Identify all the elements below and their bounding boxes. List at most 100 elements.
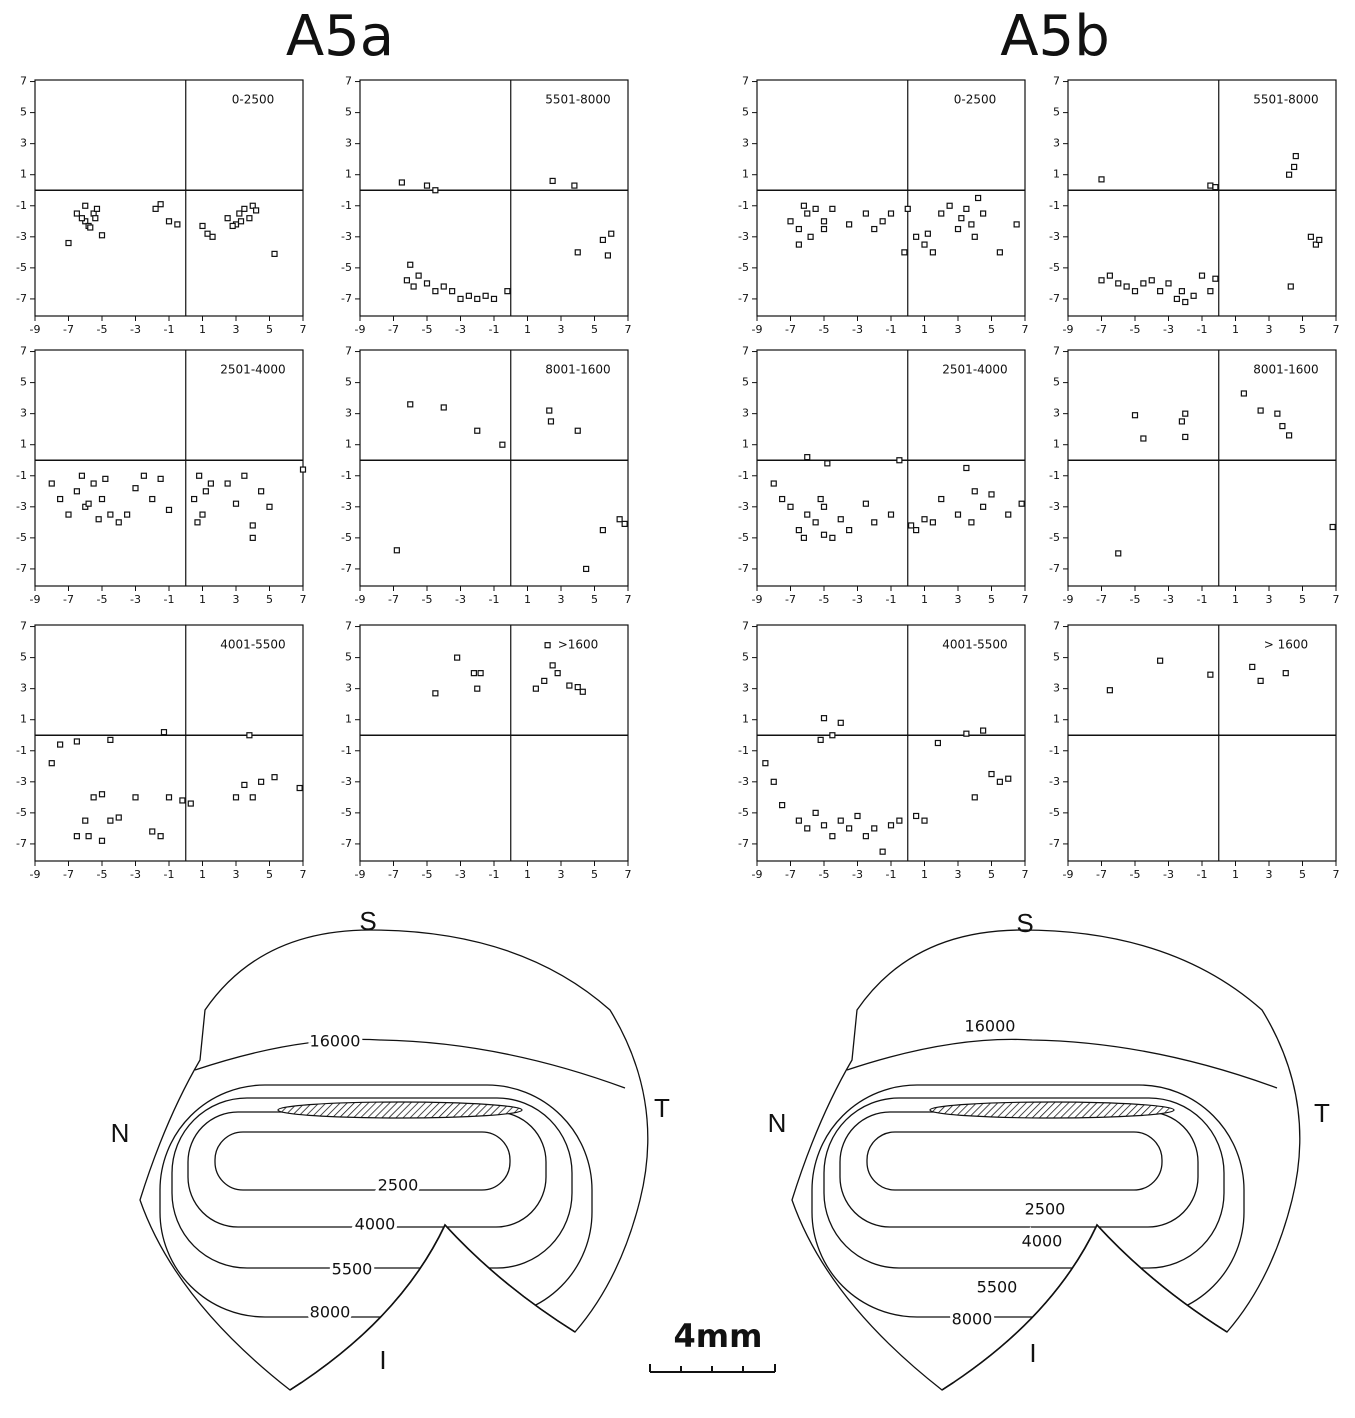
- y-tick-label: 7: [20, 75, 27, 88]
- point: [897, 458, 902, 463]
- x-tick-label: -3: [852, 868, 863, 881]
- point: [1158, 658, 1163, 663]
- point: [411, 284, 416, 289]
- point: [1258, 678, 1263, 683]
- point: [1213, 276, 1218, 281]
- point: [458, 296, 463, 301]
- point: [575, 428, 580, 433]
- point: [167, 507, 172, 512]
- point: [922, 517, 927, 522]
- point: [1124, 284, 1129, 289]
- point: [158, 202, 163, 207]
- point: [1019, 501, 1024, 506]
- point: [58, 497, 63, 502]
- x-tick-label: -9: [355, 868, 366, 881]
- y-tick-label: 3: [20, 407, 27, 420]
- x-tick-label: -5: [422, 868, 433, 881]
- point: [863, 501, 868, 506]
- x-tick-label: -3: [455, 323, 466, 336]
- point: [830, 206, 835, 211]
- point: [889, 211, 894, 216]
- y-tick-label: 1: [742, 168, 749, 181]
- x-tick-label: -5: [819, 868, 830, 881]
- y-tick-label: -1: [341, 469, 352, 482]
- y-tick-label: -7: [738, 562, 749, 575]
- x-tick-label: -5: [422, 323, 433, 336]
- point: [505, 289, 510, 294]
- contour: [847, 1039, 1277, 1088]
- point: [239, 219, 244, 224]
- point: [788, 219, 793, 224]
- x-tick-label: 7: [625, 868, 632, 881]
- point: [1183, 434, 1188, 439]
- x-tick-label: -5: [1130, 593, 1141, 606]
- x-tick-label: -9: [752, 593, 763, 606]
- y-tick-label: 3: [742, 407, 749, 420]
- point: [863, 834, 868, 839]
- y-tick-label: -7: [1049, 562, 1060, 575]
- point: [550, 178, 555, 183]
- point: [399, 180, 404, 185]
- y-tick-label: -3: [16, 500, 27, 513]
- x-tick-label: -7: [1096, 868, 1107, 881]
- point: [1133, 413, 1138, 418]
- point: [161, 730, 166, 735]
- scatter-panel: -9-7-5-3-113577531-1-3-5-7>1600: [341, 620, 631, 881]
- plot-frame: [360, 350, 628, 586]
- point: [830, 535, 835, 540]
- y-tick-label: -1: [1049, 744, 1060, 757]
- point: [1288, 284, 1293, 289]
- point: [247, 733, 252, 738]
- x-tick-label: 5: [591, 868, 598, 881]
- point: [584, 566, 589, 571]
- point: [500, 442, 505, 447]
- y-tick-label: 7: [742, 620, 749, 633]
- point: [600, 237, 605, 242]
- y-tick-label: 5: [345, 106, 352, 119]
- x-tick-label: -7: [388, 323, 399, 336]
- point: [959, 216, 964, 221]
- contour: [160, 1085, 592, 1317]
- x-tick-label: -3: [130, 868, 141, 881]
- y-tick-label: -7: [16, 837, 27, 850]
- point: [796, 818, 801, 823]
- point: [956, 227, 961, 232]
- point: [935, 741, 940, 746]
- point: [100, 497, 105, 502]
- point: [234, 501, 239, 506]
- point: [1287, 433, 1292, 438]
- point: [103, 476, 108, 481]
- point: [197, 473, 202, 478]
- point: [805, 211, 810, 216]
- point: [1330, 525, 1335, 530]
- point: [93, 216, 98, 221]
- x-tick-label: -5: [97, 593, 108, 606]
- point: [450, 289, 455, 294]
- point: [1200, 273, 1205, 278]
- x-tick-label: -5: [422, 593, 433, 606]
- y-tick-label: -5: [16, 261, 27, 274]
- point: [49, 761, 54, 766]
- point: [133, 486, 138, 491]
- x-tick-label: 5: [266, 593, 273, 606]
- x-tick-label: -5: [819, 593, 830, 606]
- point: [1241, 391, 1246, 396]
- x-tick-label: 1: [1232, 323, 1239, 336]
- y-tick-label: -3: [1049, 500, 1060, 513]
- point: [605, 253, 610, 258]
- point: [914, 813, 919, 818]
- optic-disc: [930, 1102, 1174, 1118]
- point: [972, 795, 977, 800]
- retina-map: SNTI160002500400055008000: [111, 906, 670, 1400]
- y-tick-label: -1: [16, 744, 27, 757]
- point: [964, 466, 969, 471]
- point: [1317, 237, 1322, 242]
- point: [548, 419, 553, 424]
- panel-title: 2501-4000: [220, 363, 285, 377]
- y-tick-label: 1: [20, 168, 27, 181]
- y-tick-label: 3: [345, 407, 352, 420]
- point: [1183, 300, 1188, 305]
- point: [404, 278, 409, 283]
- x-tick-label: -7: [1096, 593, 1107, 606]
- x-tick-label: -7: [1096, 323, 1107, 336]
